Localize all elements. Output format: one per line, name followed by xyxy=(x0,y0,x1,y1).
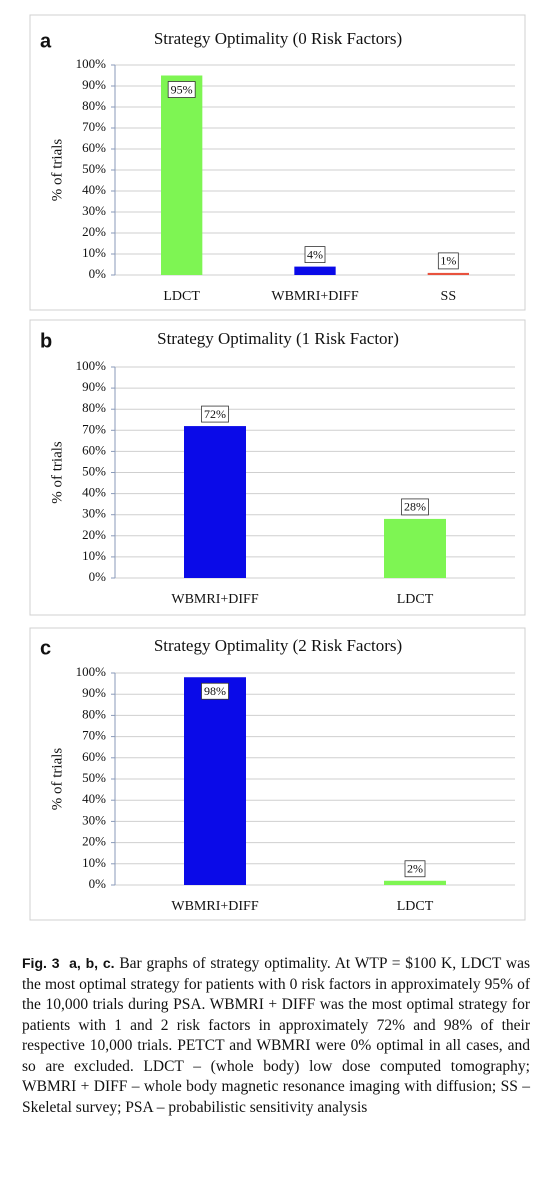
bar xyxy=(384,880,446,885)
bar xyxy=(427,272,469,275)
value-label: 1% xyxy=(440,254,456,268)
x-tick-label: LDCT xyxy=(397,592,434,607)
y-tick-label: 60% xyxy=(82,140,106,155)
y-tick-label: 30% xyxy=(82,506,106,521)
y-tick-label: 90% xyxy=(82,379,106,394)
panel-frame xyxy=(29,14,526,311)
figure: a Strategy Optimality (0 Risk Factors) % o… xyxy=(29,14,526,921)
y-tick-label: 60% xyxy=(82,749,106,764)
y-tick-label: 40% xyxy=(82,182,106,197)
y-tick-label: 30% xyxy=(82,812,106,827)
y-tick-label: 100% xyxy=(76,664,107,679)
value-label-box xyxy=(304,246,326,264)
y-tick-label: 20% xyxy=(82,224,106,239)
caption-text: Bar graphs of strategy optimality. At WT… xyxy=(22,955,531,1116)
y-tick-label: 10% xyxy=(82,548,106,563)
bar xyxy=(161,75,203,275)
caption: Fig. 3 a, b, c. Bar graphs of strategy o… xyxy=(22,953,530,1118)
y-tick-label: 0% xyxy=(89,266,107,281)
y-tick-label: 100% xyxy=(76,56,107,71)
chart-title: Strategy Optimality (2 Risk Factors) xyxy=(154,636,402,655)
y-tick-label: 10% xyxy=(82,245,106,260)
value-label-box xyxy=(201,682,229,700)
y-tick-label: 20% xyxy=(82,527,106,542)
chart-title: Strategy Optimality (0 Risk Factors) xyxy=(154,29,402,48)
y-tick-label: 40% xyxy=(82,485,106,500)
panel-frame xyxy=(29,627,526,921)
value-label: 2% xyxy=(407,862,423,876)
value-label-box xyxy=(167,81,196,98)
x-tick-label: LDCT xyxy=(163,289,200,304)
y-tick-label: 10% xyxy=(82,855,106,870)
y-tick-label: 70% xyxy=(82,728,106,743)
x-tick-label: WBMRI+DIFF xyxy=(171,899,258,914)
y-tick-label: 60% xyxy=(82,442,106,457)
y-tick-label: 50% xyxy=(82,770,106,785)
y-tick-label: 0% xyxy=(89,569,107,584)
y-tick-label: 30% xyxy=(82,203,106,218)
y-tick-label: 80% xyxy=(82,400,106,415)
value-label: 98% xyxy=(204,684,226,698)
y-tick-label: 70% xyxy=(82,119,106,134)
value-label-box xyxy=(437,252,459,270)
y-tick-label: 0% xyxy=(89,876,107,891)
value-label-box xyxy=(404,860,426,878)
value-label: 72% xyxy=(204,407,226,421)
value-label: 28% xyxy=(404,500,426,514)
panel-letter: a xyxy=(40,30,52,52)
value-label-box xyxy=(201,405,229,423)
x-tick-label: WBMRI+DIFF xyxy=(171,592,258,607)
x-tick-label: WBMRI+DIFF xyxy=(271,289,358,304)
y-tick-label: 40% xyxy=(82,791,106,806)
y-tick-label: 100% xyxy=(76,358,107,373)
y-tick-label: 90% xyxy=(82,77,106,92)
bar xyxy=(184,677,246,885)
bar xyxy=(384,518,446,578)
y-tick-label: 70% xyxy=(82,421,106,436)
y-axis-label: % of trials xyxy=(49,441,65,504)
caption-panels: a, b, c. xyxy=(69,955,115,971)
y-tick-label: 50% xyxy=(82,161,106,176)
value-label: 95% xyxy=(171,82,193,96)
bar xyxy=(184,426,246,578)
y-tick-label: 90% xyxy=(82,685,106,700)
y-tick-label: 20% xyxy=(82,834,106,849)
y-tick-label: 80% xyxy=(82,706,106,721)
chart-title: Strategy Optimality (1 Risk Factor) xyxy=(157,329,399,348)
bar xyxy=(294,266,336,275)
panel-letter: c xyxy=(40,637,51,659)
x-tick-label: SS xyxy=(441,289,457,304)
value-label: 4% xyxy=(307,247,323,261)
panel-letter: b xyxy=(40,330,52,352)
y-axis-label: % of trials xyxy=(49,748,65,811)
y-tick-label: 80% xyxy=(82,98,106,113)
y-tick-label: 50% xyxy=(82,463,106,478)
caption-label: Fig. 3 xyxy=(22,955,60,971)
panel-frame xyxy=(29,319,526,616)
value-label-box xyxy=(401,498,429,516)
y-axis-label: % of trials xyxy=(49,139,65,202)
x-tick-label: LDCT xyxy=(397,899,434,914)
